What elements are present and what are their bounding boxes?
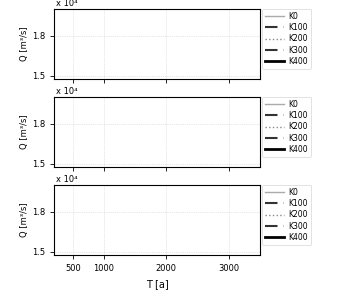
Y-axis label: Q [m³/s]: Q [m³/s] [20,27,29,61]
Y-axis label: Q [m³/s]: Q [m³/s] [20,203,29,237]
Y-axis label: Q [m³/s]: Q [m³/s] [20,115,29,149]
Legend: K0, K100, K200, K300, K400: K0, K100, K200, K300, K400 [262,185,310,245]
Text: x 10⁴: x 10⁴ [56,87,78,96]
Text: x 10⁴: x 10⁴ [56,175,78,184]
Text: x 10⁴: x 10⁴ [56,0,78,8]
X-axis label: T [a]: T [a] [145,279,169,289]
Legend: K0, K100, K200, K300, K400: K0, K100, K200, K300, K400 [262,97,310,157]
Legend: K0, K100, K200, K300, K400: K0, K100, K200, K300, K400 [262,9,310,69]
